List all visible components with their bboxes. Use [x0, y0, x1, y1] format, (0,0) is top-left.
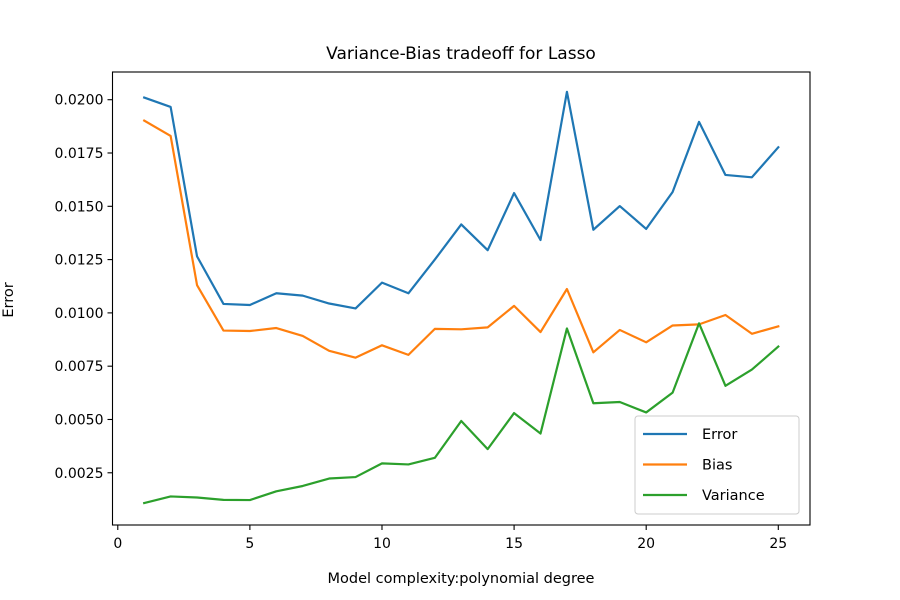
y-tick-label: 0.0125	[55, 253, 104, 269]
legend-label-variance: Variance	[702, 488, 765, 504]
axes-frame	[111, 71, 811, 526]
x-tick-label: 15	[505, 536, 523, 552]
plot-area: 0 5 10 15 20 25 0.0025 0.0050 0.0075 0.0100 0.0125…	[55, 71, 811, 552]
x-tick-label: 25	[769, 536, 787, 552]
y-axis-label: Error	[1, 282, 17, 317]
series-line-bias	[142, 119, 780, 359]
x-axis-label: Model complexity:polynomial degree	[328, 571, 595, 587]
legend-label-bias: Bias	[702, 458, 732, 474]
x-tick-label: 0	[113, 536, 122, 552]
y-tick-label: 0.0150	[55, 199, 104, 215]
y-tick-label: 0.0025	[55, 466, 104, 482]
x-tick-label: 5	[245, 536, 254, 552]
series-line-variance	[142, 322, 780, 505]
y-tick-label: 0.0050	[55, 412, 104, 428]
legend-box	[634, 415, 800, 515]
y-tick-label: 0.0075	[55, 359, 104, 375]
y-tick-label: 0.0175	[55, 146, 104, 162]
series-line-error	[142, 90, 780, 310]
y-tick-label: 0.0100	[55, 306, 104, 322]
x-tick-label: 10	[373, 536, 391, 552]
chart-title: Variance-Bias tradeoff for Lasso	[326, 44, 596, 64]
y-tick-label: 0.0200	[55, 93, 104, 109]
legend-label-error: Error	[702, 427, 737, 443]
x-tick-label: 20	[637, 536, 655, 552]
